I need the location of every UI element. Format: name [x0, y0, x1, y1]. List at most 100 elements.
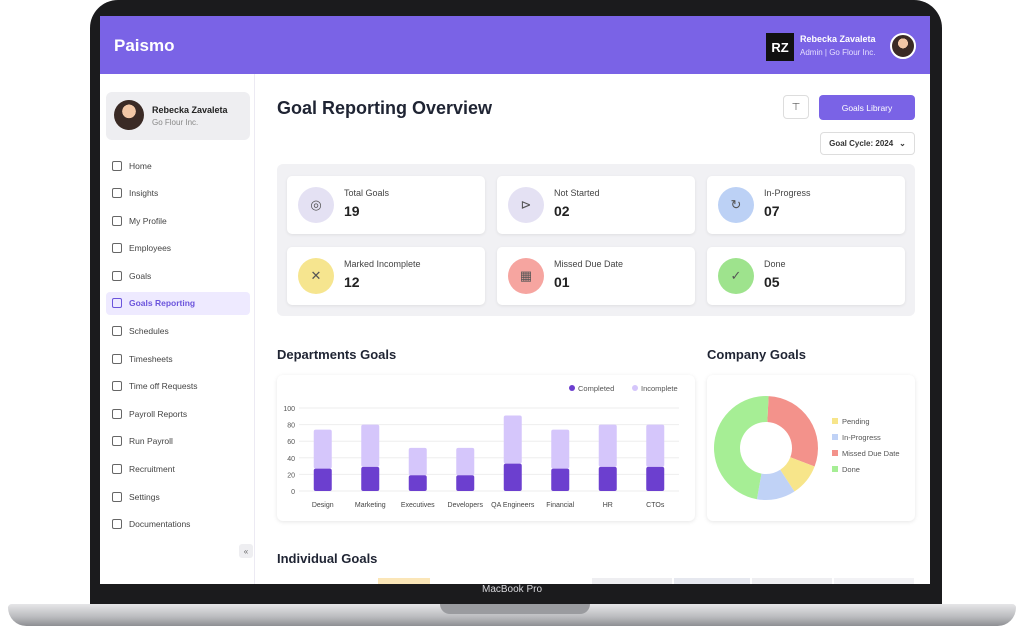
stat-label: Not Started	[554, 188, 600, 198]
sidebar-nav: Home Insights My Profile Employees Goals Goal…	[106, 154, 250, 540]
sidebar-item-timesheets[interactable]: Timesheets	[106, 347, 250, 370]
x-tick-label: Marketing	[355, 502, 386, 509]
nav-icon	[112, 298, 122, 309]
legend-swatch	[832, 418, 838, 424]
x-tick-label: HR	[603, 502, 613, 509]
collapse-sidebar-button[interactable]: «	[239, 544, 253, 558]
stat-value: 02	[554, 203, 570, 219]
sidebar-item-label: Goals	[129, 270, 152, 281]
donut-slice[interactable]	[713, 396, 769, 500]
legend-entry: In-Progress	[842, 433, 881, 442]
chevron-down-icon: ⌄	[899, 139, 906, 148]
stat-card[interactable]: ▦ Missed Due Date 01	[497, 247, 695, 305]
x-tick-label: Executives	[401, 502, 435, 509]
legend-entry: Pending	[842, 417, 870, 426]
sidebar-item-run-payroll[interactable]: Run Payroll	[106, 430, 250, 453]
sidebar-item-label: Timesheets	[129, 353, 173, 364]
stat-card[interactable]: ✓ Done 05	[707, 247, 905, 305]
sidebar-item-goals-reporting[interactable]: Goals Reporting	[106, 291, 250, 315]
sidebar-item-time-off-requests[interactable]: Time off Requests	[106, 375, 250, 398]
nav-icon	[112, 188, 122, 199]
x-tick-label: Design	[312, 502, 334, 509]
nav-icon	[112, 491, 122, 502]
app-logo[interactable]: Paismo	[114, 36, 175, 55]
stat-value: 19	[344, 203, 360, 219]
bar-completed[interactable]	[598, 466, 617, 491]
sidebar-item-label: Recruitment	[129, 464, 175, 475]
stat-value: 01	[554, 274, 570, 290]
sidebar-item-label: Settings	[129, 491, 160, 502]
topbar-avatar[interactable]	[890, 33, 916, 59]
stat-label: Marked Incomplete	[344, 259, 421, 269]
y-tick-label: 60	[287, 439, 295, 446]
bar-incomplete[interactable]	[503, 415, 522, 464]
company-goals-title: Company Goals	[707, 347, 806, 362]
sidebar-profile-card[interactable]: Rebecka Zavaleta Go Flour Inc.	[106, 92, 250, 140]
departments-bar-chart: 100 80 60 40 20 0 Design Marketing Executives Dev…	[283, 384, 679, 509]
bar-completed[interactable]	[456, 475, 475, 491]
sidebar-item-schedules[interactable]: Schedules	[106, 320, 250, 343]
bar-incomplete[interactable]	[551, 429, 570, 469]
y-tick-label: 100	[283, 406, 295, 413]
stat-value: 12	[344, 274, 360, 290]
sidebar-item-settings[interactable]: Settings	[106, 485, 250, 508]
laptop-base	[8, 604, 1016, 626]
nav-icon	[112, 160, 122, 171]
stat-card[interactable]: ↻ In-Progress 07	[707, 176, 905, 234]
bar-completed[interactable]	[646, 466, 665, 491]
sidebar-item-label: Home	[129, 160, 152, 171]
nav-icon	[112, 215, 122, 226]
bar-completed[interactable]	[361, 466, 380, 491]
stat-card[interactable]: ⊳ Not Started 02	[497, 176, 695, 234]
bar-incomplete[interactable]	[456, 447, 475, 476]
stat-card[interactable]: ✕ Marked Incomplete 12	[287, 247, 485, 305]
goals-library-button[interactable]: Goals Library	[819, 95, 915, 120]
bar-completed[interactable]	[313, 468, 332, 491]
y-tick-label: 80	[287, 423, 295, 430]
bar-incomplete[interactable]	[313, 429, 332, 469]
sidebar-item-label: Insights	[129, 188, 159, 199]
bar-incomplete[interactable]	[598, 424, 617, 467]
hierarchy-icon: ⊤	[791, 101, 801, 113]
company-initials-badge: RZ	[766, 33, 794, 61]
goal-cycle-value: Goal Cycle: 2024	[829, 139, 894, 148]
bar-completed[interactable]	[503, 463, 522, 491]
avatar	[114, 100, 144, 130]
sidebar-item-goals[interactable]: Goals	[106, 264, 250, 287]
sidebar-item-label: Payroll Reports	[129, 408, 188, 419]
stat-card[interactable]: ◎ Total Goals 19	[287, 176, 485, 234]
sidebar-item-label: Employees	[129, 243, 172, 254]
bar-incomplete[interactable]	[646, 424, 665, 467]
x-tick-label: CTOs	[646, 502, 665, 509]
sidebar-item-recruitment[interactable]: Recruitment	[106, 458, 250, 481]
bar-completed[interactable]	[408, 475, 427, 491]
bar-incomplete[interactable]	[361, 424, 380, 467]
bar-completed[interactable]	[551, 468, 570, 491]
sidebar-item-label: Run Payroll	[129, 436, 173, 447]
donut-slice[interactable]	[780, 457, 815, 492]
donut-slice[interactable]	[756, 469, 795, 500]
stat-label: Missed Due Date	[554, 259, 624, 269]
legend-swatch	[832, 450, 838, 456]
legend-entry: Done	[842, 465, 860, 474]
org-chart-button[interactable]: ⊤	[783, 95, 809, 119]
donut-slice[interactable]	[767, 396, 818, 467]
sidebar-item-my-profile[interactable]: My Profile	[106, 209, 250, 232]
calendar-x-icon: ▦	[508, 258, 544, 294]
refresh-icon: ↻	[718, 187, 754, 223]
sidebar-item-home[interactable]: Home	[106, 154, 250, 177]
goal-cycle-select[interactable]: Goal Cycle: 2024 ⌄	[820, 132, 915, 155]
bar-incomplete[interactable]	[408, 447, 427, 476]
laptop-notch	[440, 604, 590, 614]
sidebar-item-documentations[interactable]: Documentations	[106, 513, 250, 536]
sidebar-item-label: Schedules	[129, 326, 169, 337]
sidebar: Rebecka Zavaleta Go Flour Inc. Home Insig…	[100, 74, 255, 584]
sidebar-item-insights[interactable]: Insights	[106, 182, 250, 205]
sidebar-item-employees[interactable]: Employees	[106, 237, 250, 260]
target-icon: ◎	[298, 187, 334, 223]
profile-company: Go Flour Inc.	[152, 118, 199, 127]
top-bar: Paismo RZ Rebecka Zavaleta Admin | Go Fl…	[100, 16, 930, 74]
sidebar-item-payroll-reports[interactable]: Payroll Reports	[106, 402, 250, 425]
y-tick-label: 40	[287, 456, 295, 463]
